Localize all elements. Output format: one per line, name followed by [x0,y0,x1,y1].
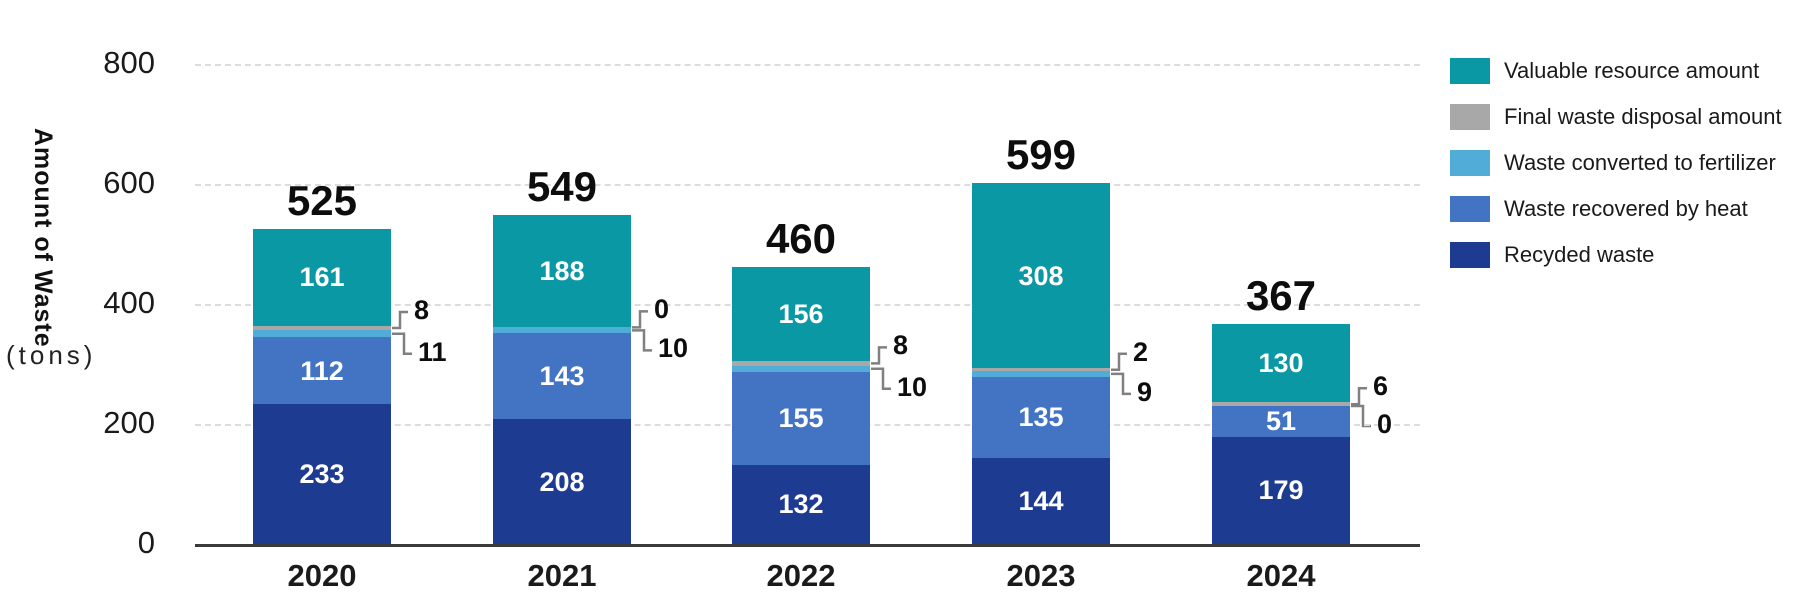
segment-value-label: 208 [539,466,585,497]
callout-fertilizer-2023: 9 [1137,376,1153,407]
callout-final-disposal-2024: 6 [1373,371,1389,402]
segment-value-label: 143 [539,361,585,392]
segment-value-label: 156 [778,299,824,330]
segment-value-label: 161 [299,262,345,293]
bar-segment-valuable-2023: 308 [972,183,1110,369]
callout-fertilizer-2021: 10 [658,333,689,364]
bar-segment-valuable-2020: 161 [253,229,391,326]
bar-segment-valuable-2022: 156 [732,267,870,361]
x-tick-label-2021: 2021 [527,558,597,593]
y-axis-title: Amount of Waste [29,128,57,348]
legend-item-final: Final waste disposal amount [1450,104,1800,130]
bar-segment-final-2023 [972,368,1110,372]
bar-segment-heat-2024: 51 [1212,406,1350,437]
bar-segment-final-2020 [253,325,391,331]
total-label-2022: 460 [765,215,837,263]
segment-value-label: 155 [778,403,824,434]
legend-label: Final waste disposal amount [1504,104,1782,129]
y-axis-unit: (tons) [6,340,97,370]
legend-item-heat: Waste recovered by heat [1450,196,1800,222]
gridline-600 [195,184,1420,186]
segment-value-label: 51 [1265,406,1297,437]
bar-segment-fertilizer-2021 [493,327,631,334]
x-tick-label-2022: 2022 [766,558,836,593]
bar-segment-valuable-2021: 188 [493,214,631,328]
callout-final-disposal-2020: 8 [414,295,430,325]
segment-value-label: 130 [1258,348,1304,379]
callout-final-disposal-2023: 2 [1133,336,1149,367]
y-tick-label-800: 800 [103,45,155,80]
bar-segment-recycled-2024: 179 [1212,436,1350,544]
y-tick-label-400: 400 [103,285,155,320]
bar-segment-heat-2023: 135 [972,376,1110,458]
legend-swatch-valuable [1450,58,1490,84]
legend-swatch-final [1450,104,1490,130]
callout-fertilizer-2024: 0 [1377,409,1393,439]
total-label-2020: 525 [286,177,358,224]
x-tick-label-2020: 2020 [287,558,357,593]
bar-segment-fertilizer-2023 [972,371,1110,377]
segment-value-label: 179 [1258,475,1304,506]
bar-segment-heat-2021: 143 [493,333,631,420]
total-label-2024: 367 [1245,272,1317,320]
bar-segment-final-2022 [732,361,870,366]
segment-value-label: 132 [778,489,824,520]
segment-value-label: 144 [1018,485,1064,516]
bar-segment-recycled-2023: 144 [972,457,1110,544]
legend-label: Recyded waste [1504,242,1655,267]
x-axis-line [195,544,1420,547]
y-tick-label-600: 600 [103,165,155,200]
y-tick-label-200: 200 [103,405,155,440]
bar-segment-recycled-2021: 208 [493,419,631,544]
segment-value-label: 112 [300,355,344,386]
total-label-2021: 549 [526,162,598,210]
total-label-2023: 599 [1005,131,1077,179]
x-tick-label-2023: 2023 [1006,558,1076,593]
legend-label: Waste recovered by heat [1504,196,1748,221]
segment-value-label: 188 [539,255,585,286]
callout-fertilizer-2022: 10 [897,371,928,402]
bar-segment-fertilizer-2020 [253,330,391,337]
legend-item-fertilizer: Waste converted to fertilizer [1450,150,1800,176]
segment-value-label: 135 [1018,402,1064,433]
legend-swatch-heat [1450,196,1490,222]
bar-segment-heat-2020: 112 [253,337,391,405]
segment-value-label: 233 [299,459,345,490]
legend-item-valuable: Valuable resource amount [1450,58,1800,84]
bar-segment-recycled-2020: 233 [253,404,391,544]
legend-label: Valuable resource amount [1504,58,1760,83]
chart-legend: Valuable resource amount Final waste disp… [1450,58,1800,288]
legend-item-recycled: Recyded waste [1450,242,1800,268]
bar-segment-fertilizer-2022 [732,365,870,372]
legend-swatch-fertilizer [1450,150,1490,176]
y-tick-label-0: 0 [137,525,155,560]
callout-final-disposal-2022: 8 [893,330,909,361]
x-tick-label-2024: 2024 [1246,558,1316,593]
bar-segment-recycled-2022: 132 [732,464,870,544]
callout-fertilizer-2020: 11 [418,336,447,367]
callout-final-disposal-2021: 0 [654,294,670,325]
bar-segment-valuable-2024: 130 [1212,324,1350,403]
bar-segment-heat-2022: 155 [732,371,870,465]
segment-value-label: 308 [1018,260,1064,291]
legend-swatch-recycled [1450,242,1490,268]
legend-label: Waste converted to fertilizer [1504,150,1776,175]
bar-segment-final-2024 [1212,402,1350,406]
gridline-800 [195,64,1420,66]
